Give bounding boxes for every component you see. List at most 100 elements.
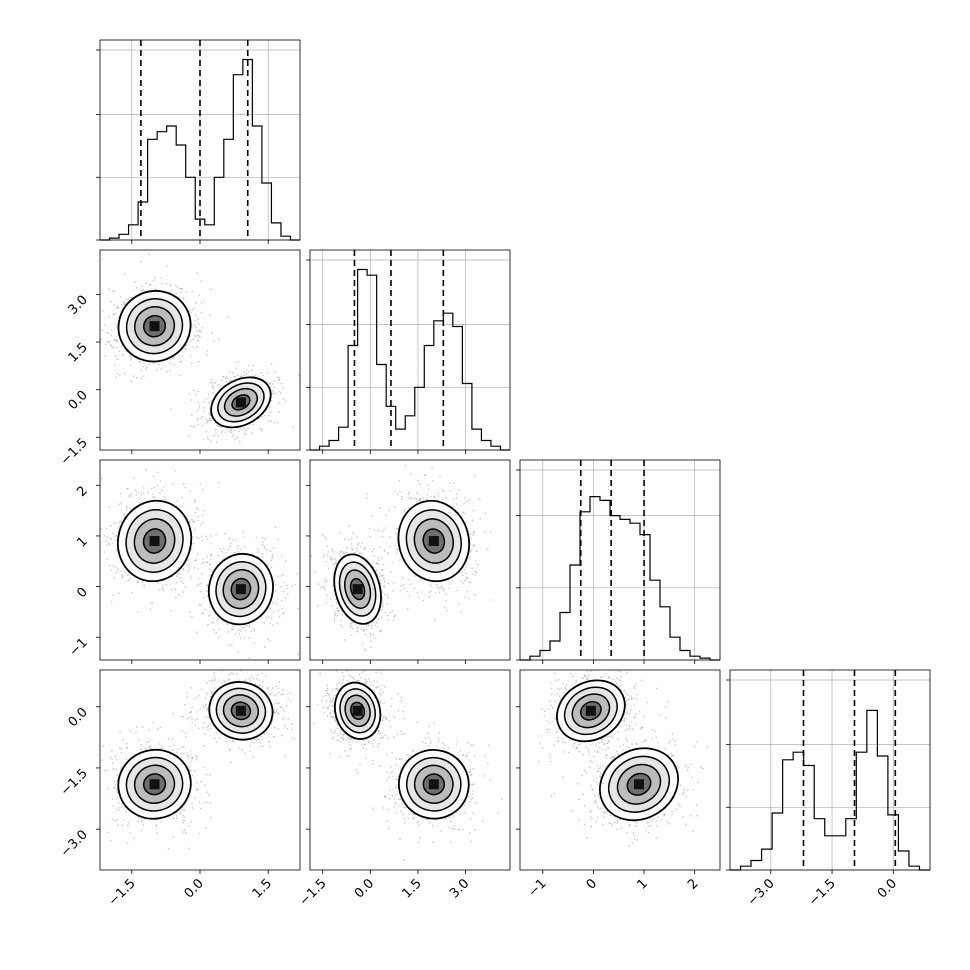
scatter-point: [248, 364, 250, 367]
scatter-point: [114, 313, 117, 315]
scatter-point: [473, 544, 476, 547]
scatter-point: [144, 469, 147, 471]
scatter-point: [200, 563, 203, 565]
scatter-point: [433, 496, 436, 498]
scatter-point: [116, 769, 118, 771]
scatter-point: [266, 381, 269, 384]
scatter-point: [206, 561, 208, 564]
scatter-point: [206, 353, 208, 356]
scatter-point: [116, 797, 119, 800]
scatter-point: [232, 434, 235, 436]
scatter-point: [236, 548, 239, 550]
scatter-point: [127, 488, 129, 490]
scatter-point: [135, 377, 138, 379]
scatter-point: [108, 506, 110, 508]
scatter-point: [280, 382, 283, 385]
scatter-point: [269, 607, 271, 609]
scatter-point: [198, 407, 200, 409]
scatter-point: [197, 340, 199, 342]
scatter-point: [262, 541, 264, 543]
scatter-point: [379, 630, 381, 632]
scatter-point: [121, 824, 123, 827]
scatter-point: [120, 751, 123, 754]
scatter-point: [282, 613, 284, 615]
scatter-point: [188, 559, 190, 561]
scatter-point: [171, 588, 173, 591]
scatter-point: [109, 537, 112, 540]
scatter-point: [406, 590, 408, 593]
scatter-point: [184, 486, 186, 489]
scatter-point: [365, 497, 368, 499]
scatter-point: [446, 610, 448, 612]
scatter-point: [239, 427, 241, 430]
scatter-point: [474, 573, 476, 576]
scatter-point: [125, 350, 127, 353]
scatter-point: [282, 574, 285, 576]
scatter-point: [403, 508, 406, 511]
scatter-point: [185, 736, 187, 738]
scatter-point: [140, 377, 143, 380]
scatter-point: [203, 299, 205, 302]
scatter-point: [205, 421, 208, 424]
scatter-point: [137, 820, 139, 823]
scatter-point: [116, 549, 118, 552]
scatter-point: [221, 550, 223, 553]
scatter-point: [407, 607, 409, 610]
scatter-point: [416, 591, 419, 594]
scatter-point: [365, 628, 368, 631]
scatter-point: [106, 558, 108, 561]
scatter-point: [189, 490, 191, 493]
scatter-point: [201, 514, 203, 517]
scatter-point: [174, 469, 177, 472]
scatter-point: [339, 550, 342, 553]
scatter-point: [173, 743, 175, 746]
scatter-point: [193, 389, 195, 392]
scatter-point: [110, 344, 112, 346]
scatter-point: [200, 417, 202, 420]
scatter-point: [148, 729, 150, 731]
scatter-point: [394, 490, 396, 493]
scatter-point: [133, 837, 136, 839]
scatter-point: [120, 766, 123, 769]
scatter-point: [278, 390, 281, 393]
scatter-point: [198, 584, 200, 586]
scatter-point: [227, 631, 229, 633]
scatter-point: [185, 344, 188, 347]
scatter-point: [473, 531, 475, 533]
scatter-point: [209, 558, 212, 561]
scatter-point: [384, 593, 386, 596]
scatter-point: [143, 584, 145, 587]
scatter-point: [243, 374, 246, 377]
scatter-point: [147, 253, 150, 255]
scatter-point: [397, 548, 399, 550]
scatter-point: [187, 518, 189, 520]
scatter-point: [253, 642, 256, 645]
scatter-point: [381, 569, 384, 571]
scatter-point: [282, 387, 285, 389]
scatter-point: [465, 566, 468, 569]
scatter-point: [188, 393, 191, 395]
scatter-point: [339, 624, 342, 626]
scatter-point: [112, 532, 114, 535]
scatter-point: [118, 521, 121, 524]
scatter-point: [179, 361, 182, 363]
scatter-point: [179, 374, 181, 377]
scatter-point: [206, 555, 208, 558]
scatter-point: [472, 534, 474, 536]
scatter-point: [140, 369, 142, 372]
scatter-point: [113, 290, 116, 292]
scatter-point: [154, 276, 156, 279]
scatter-point: [234, 438, 236, 440]
scatter-point: [156, 831, 159, 834]
scatter-point: [110, 300, 112, 303]
scatter-point: [475, 560, 477, 562]
scatter-point: [346, 547, 348, 549]
scatter-point: [112, 805, 114, 808]
scatter-point: [461, 571, 463, 573]
scatter-point: [116, 346, 118, 349]
scatter-point: [121, 509, 123, 512]
scatter-point: [382, 601, 384, 604]
scatter-point: [210, 621, 212, 624]
scatter-point: [217, 618, 219, 620]
scatter-point: [261, 553, 264, 555]
